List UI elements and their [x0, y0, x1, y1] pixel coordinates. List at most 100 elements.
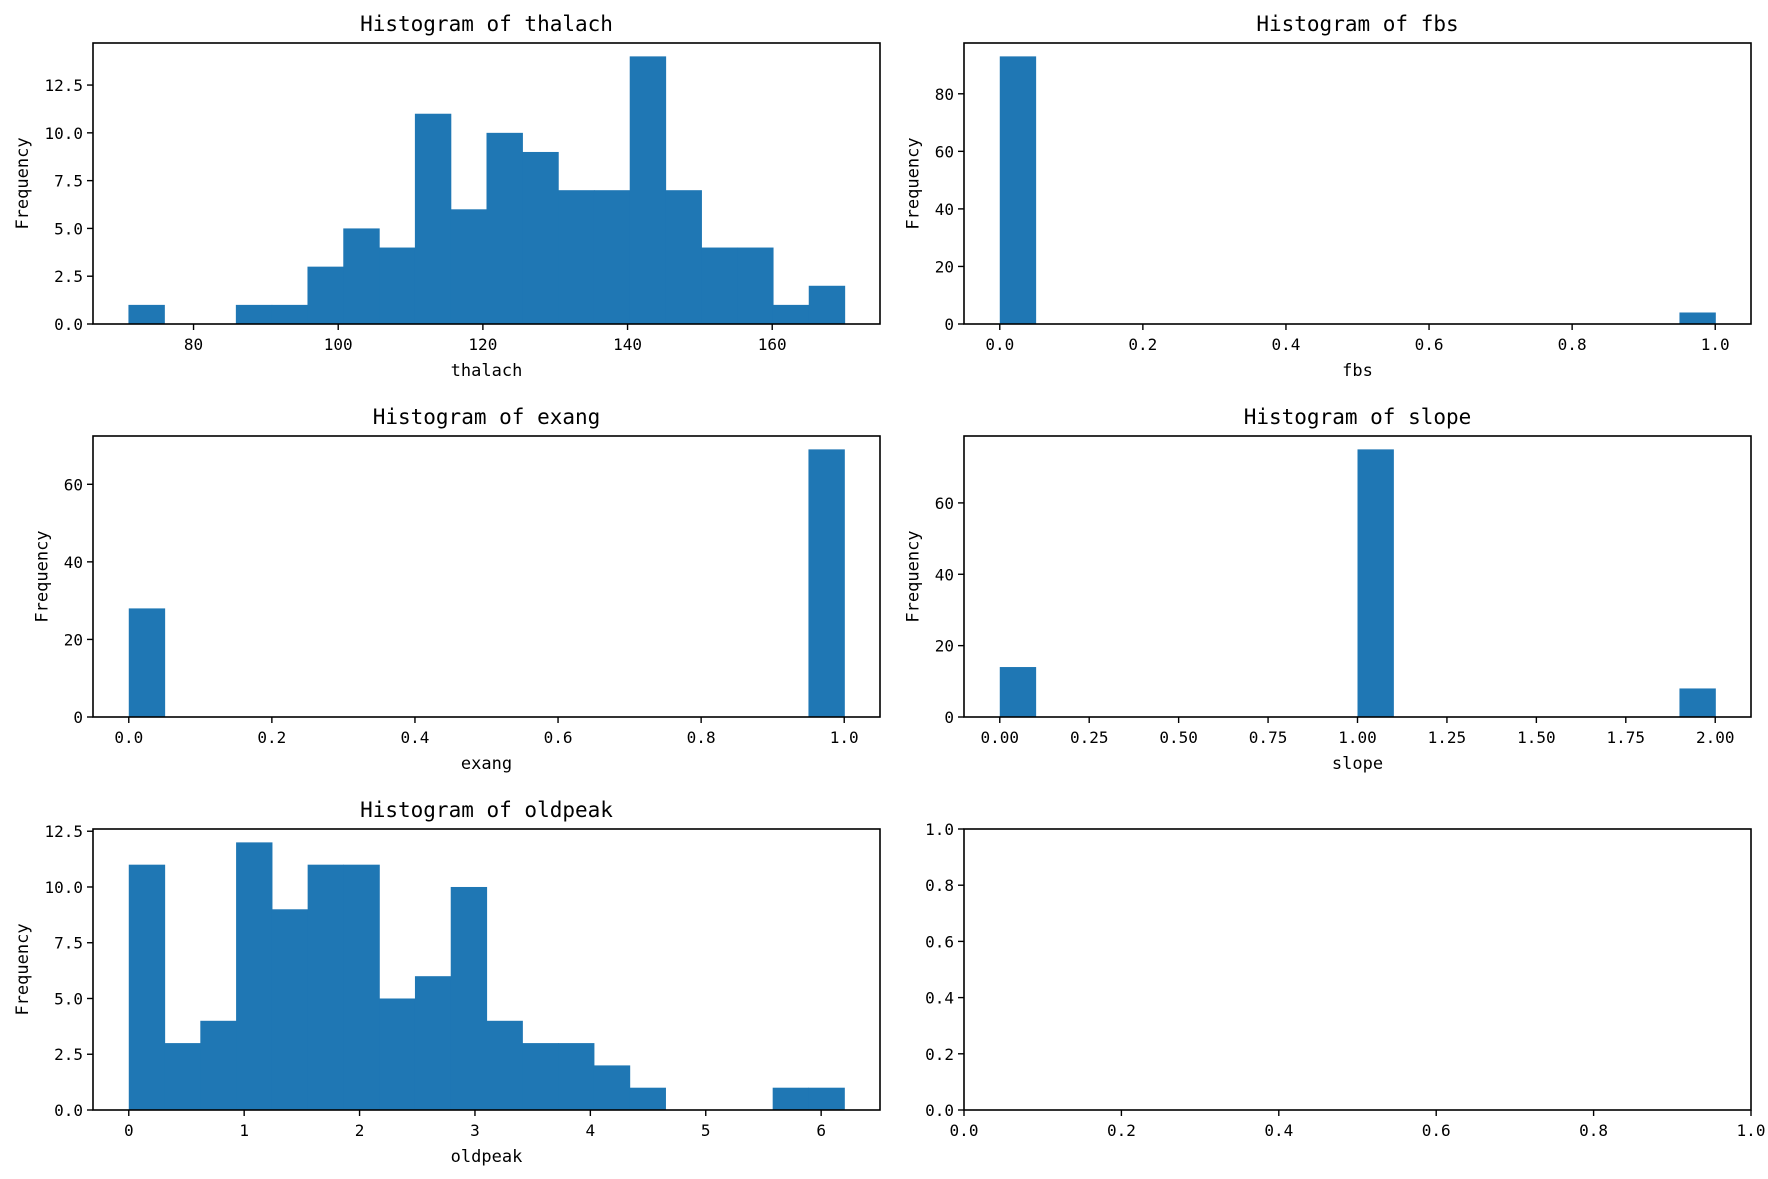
bar	[414, 113, 452, 324]
x-tick-label: 1.50	[1517, 728, 1556, 747]
bar	[522, 151, 559, 324]
y-tick-label: 0	[944, 708, 954, 727]
y-tick-label: 60	[64, 475, 83, 494]
x-tick-label: 2.00	[1696, 728, 1735, 747]
y-tick-label: 20	[64, 630, 83, 649]
bar	[593, 190, 631, 324]
x-tick-label: 1.25	[1428, 728, 1467, 747]
y-tick-label: 12.5	[44, 822, 83, 841]
subplot-4: 0.00 0.25 0.50 0.75 1.00 1.25 1.50 1.75 2.00 0 20 4…	[904, 405, 1752, 774]
bar	[414, 976, 452, 1110]
chart-title: Histogram of oldpeak	[360, 798, 613, 822]
subplot-3: 0.0 0.2 0.4 0.6 0.8 1.0 0 20 40 60 Histogram of ex…	[33, 405, 881, 774]
y-tick-label: 60	[935, 142, 954, 161]
x-axis-label: exang	[461, 754, 512, 774]
y-tick-label: 2.5	[54, 267, 83, 286]
x-axis-label: slope	[1332, 754, 1383, 774]
bar	[999, 667, 1037, 717]
x-axis-label: thalach	[451, 361, 523, 381]
x-axis-label: fbs	[1342, 361, 1373, 381]
x-tick-label: 120	[468, 335, 497, 354]
x-tick-label: 6	[816, 1121, 826, 1140]
y-axis-label: Frequency	[13, 923, 33, 1015]
bar	[271, 909, 309, 1110]
x-tick-label: 5	[701, 1121, 711, 1140]
bar	[307, 864, 345, 1110]
x-tick-label: 0.25	[1070, 728, 1109, 747]
subplot-2: 0.0 0.2 0.4 0.6 0.8 1.0 0 20 40 60 80 Histogram of …	[904, 12, 1752, 381]
y-tick-label: 0.0	[54, 1101, 83, 1120]
bar	[236, 842, 273, 1110]
x-tick-label: 0.8	[687, 728, 716, 747]
x-tick-label: 0.4	[1272, 335, 1301, 354]
bar	[271, 304, 309, 324]
axes-frame	[92, 435, 881, 718]
bar	[558, 190, 595, 324]
x-tick-label: 0.2	[257, 728, 286, 747]
x-tick-label: 0.8	[1558, 335, 1587, 354]
x-tick-label: 0.0	[950, 1121, 979, 1140]
x-axis-label: oldpeak	[451, 1147, 523, 1167]
bar	[808, 449, 845, 717]
bar	[629, 56, 667, 324]
bar	[379, 247, 416, 324]
x-tick-label: 0.75	[1249, 728, 1288, 747]
y-tick-label: 0	[944, 315, 954, 334]
x-tick-label: 0.4	[401, 728, 430, 747]
bar	[772, 1087, 810, 1110]
y-tick-label: 20	[935, 257, 954, 276]
y-tick-label: 20	[935, 637, 954, 656]
x-tick-label: 1.0	[830, 728, 859, 747]
y-tick-label: 5.0	[54, 989, 83, 1008]
bar	[164, 1043, 201, 1110]
bar	[379, 998, 416, 1110]
x-tick-label: 0.6	[1415, 335, 1444, 354]
bar	[1679, 312, 1716, 324]
x-tick-label: 80	[184, 335, 203, 354]
subplot-5: 0 1 2 3 4 5 6 0.0 2.5 5.0 7.5 10.0 12.5 Histogram of …	[13, 798, 881, 1167]
bar	[1679, 688, 1716, 717]
y-tick-label: 40	[64, 553, 83, 572]
x-tick-label: 1.0	[1737, 1121, 1766, 1140]
bar	[128, 608, 166, 717]
x-tick-label: 140	[613, 335, 642, 354]
y-tick-label: 0.2	[925, 1045, 954, 1064]
x-tick-label: 1	[239, 1121, 249, 1140]
bar	[307, 266, 344, 324]
x-tick-label: 3	[470, 1121, 480, 1140]
y-axis-label: Frequency	[904, 530, 924, 622]
bar	[772, 304, 810, 324]
bar	[665, 190, 702, 324]
x-tick-label: 100	[324, 335, 353, 354]
bar	[450, 886, 488, 1110]
x-tick-label: 2	[355, 1121, 365, 1140]
y-tick-label: 10.0	[44, 124, 83, 143]
x-tick-label: 160	[758, 335, 787, 354]
y-tick-label: 0	[73, 708, 83, 727]
y-tick-label: 7.5	[54, 172, 83, 191]
x-tick-label: 0.2	[1128, 335, 1157, 354]
bar	[450, 209, 488, 324]
bar	[808, 1087, 845, 1110]
y-tick-label: 0.6	[925, 932, 954, 951]
y-axis-label: Frequency	[33, 530, 53, 622]
x-tick-label: 4	[586, 1121, 596, 1140]
y-tick-label: 5.0	[54, 219, 83, 238]
x-tick-label: 0.0	[114, 728, 143, 747]
x-tick-label: 0.6	[544, 728, 573, 747]
bar	[522, 1043, 559, 1110]
bar	[737, 247, 774, 324]
axes-frame	[963, 828, 1752, 1111]
axes-frame	[92, 42, 881, 325]
y-tick-label: 0.0	[54, 315, 83, 334]
subplot-6: 0.0 0.2 0.4 0.6 0.8 1.0 0.0 0.2 0.4 0.6 0.8 1.0	[925, 820, 1765, 1140]
x-tick-label: 0.4	[1264, 1121, 1293, 1140]
subplot-1: 80 100 120 140 160 0.0 2.5 5.0 7.5 10.0 12.5 Histog…	[13, 12, 881, 381]
y-tick-label: 12.5	[44, 76, 83, 95]
bar	[999, 56, 1037, 324]
chart-title: Histogram of slope	[1244, 405, 1472, 429]
chart-title: Histogram of exang	[373, 405, 601, 429]
chart-title: Histogram of fbs	[1256, 12, 1458, 36]
bar	[701, 247, 738, 324]
